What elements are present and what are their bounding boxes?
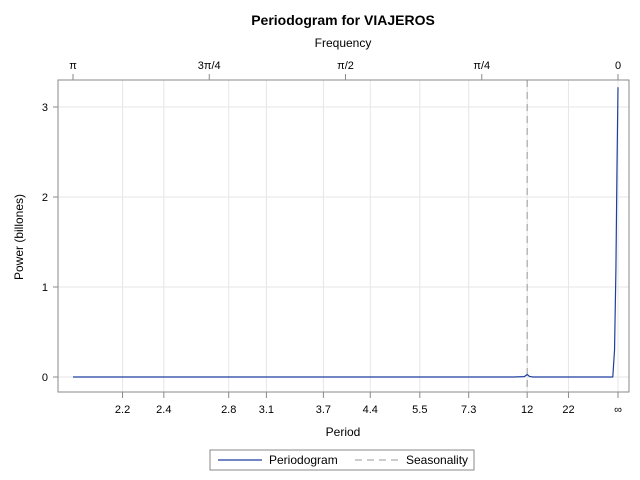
period-tick-label: 2.8 — [221, 404, 236, 416]
series-lines — [73, 87, 619, 378]
period-tick-label: 7.3 — [461, 404, 476, 416]
legend: Periodogram Seasonality — [209, 449, 475, 471]
legend-seasonality-label: Seasonality — [406, 453, 468, 467]
period-tick-label: ∞ — [614, 404, 622, 416]
y-axis-title: Power (billones) — [12, 194, 26, 280]
period-tick-label: 12 — [521, 404, 533, 416]
period-tick-label: 2.4 — [156, 404, 171, 416]
frequency-axis-ticks: π 3π/4 π/2 π/4 0 — [69, 60, 621, 80]
legend-box — [209, 449, 475, 471]
period-tick-label: 3.7 — [316, 404, 331, 416]
frequency-axis-title: Frequency — [315, 36, 372, 50]
period-axis-ticks: 2.2 2.4 2.8 3.1 3.7 4.4 5.5 7.3 12 22 ∞ — [115, 392, 622, 416]
periodogram-line — [73, 87, 619, 378]
period-tick-label: 5.5 — [412, 404, 427, 416]
y-axis-ticks: 0 1 2 3 — [42, 102, 58, 384]
period-tick-label: 2.2 — [115, 404, 130, 416]
y-tick-label: 2 — [42, 192, 48, 204]
y-tick-label: 3 — [42, 102, 48, 114]
frequency-tick-label: π — [69, 60, 77, 72]
period-tick-label: 22 — [562, 404, 574, 416]
frequency-tick-label: π/4 — [473, 60, 490, 72]
frequency-tick-label: 3π/4 — [198, 60, 221, 72]
frequency-tick-label: π/2 — [337, 60, 354, 72]
y-tick-label: 0 — [42, 372, 48, 384]
grid-lines — [58, 80, 629, 392]
period-tick-label: 4.4 — [363, 404, 378, 416]
y-tick-label: 1 — [42, 282, 48, 294]
legend-periodogram-label: Periodogram — [269, 453, 338, 467]
plot-frame — [57, 79, 630, 393]
frequency-tick-label: 0 — [615, 60, 621, 72]
period-tick-label: 3.1 — [259, 404, 274, 416]
chart-title: Periodogram for VIAJEROS — [251, 12, 435, 28]
period-axis-title: Period — [326, 425, 361, 439]
